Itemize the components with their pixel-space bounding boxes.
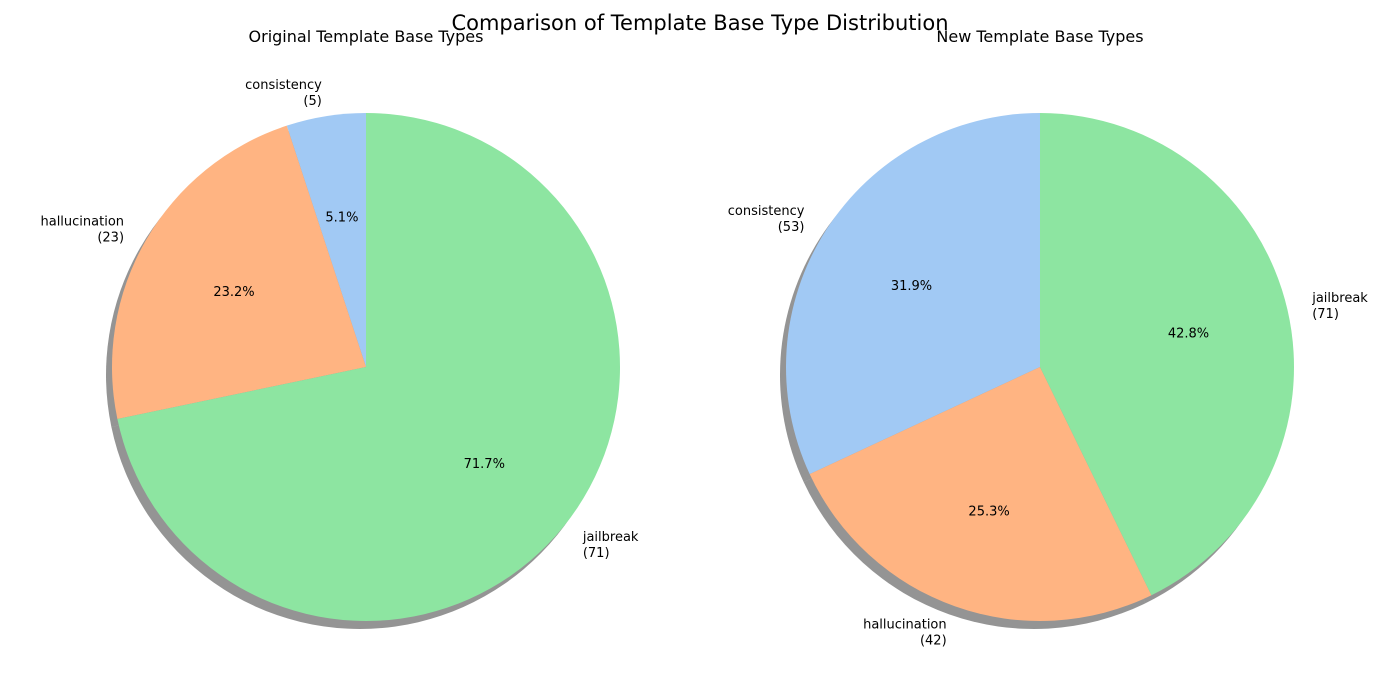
wedge-consistency[interactable]: [785, 113, 1040, 475]
slice-label-jailbreak: jailbreak: [1311, 291, 1368, 306]
slice-label-consistency: consistency: [245, 78, 322, 93]
pct-label-jailbreak: 42.8%: [1168, 327, 1209, 342]
pie-labels: 31.9% consistency(53) 25.3% hallucination(4…: [728, 204, 1369, 649]
pct-label-hallucination: 25.3%: [968, 505, 1009, 520]
slice-count-hallucination: (23): [97, 230, 124, 245]
pie-labels: 5.1% consistency(5) 23.2% hallucination(23)…: [40, 78, 638, 561]
figure-title: Comparison of Template Base Type Distrib…: [451, 11, 948, 35]
pct-label-consistency: 5.1%: [325, 211, 358, 226]
pie-title: New Template Base Types: [936, 27, 1143, 46]
pie-wedges: [785, 113, 1294, 621]
slice-count-consistency: (53): [778, 220, 805, 235]
slice-label-consistency: consistency: [728, 204, 805, 219]
wedge-hallucination[interactable]: [112, 125, 366, 420]
pct-label-hallucination: 23.2%: [213, 285, 254, 300]
pct-label-jailbreak: 71.7%: [464, 457, 505, 472]
slice-count-jailbreak: (71): [583, 546, 610, 561]
slice-label-jailbreak: jailbreak: [582, 530, 639, 545]
slice-count-hallucination: (42): [920, 633, 947, 648]
pie-title: Original Template Base Types: [249, 27, 484, 46]
pie-chart-original: Original Template Base Types 5.1% consiste…: [40, 27, 639, 629]
wedge-jailbreak[interactable]: [117, 113, 620, 621]
pie-chart-new: New Template Base Types31.9%consistency(…: [728, 27, 1369, 648]
wedge-consistency[interactable]: [286, 113, 366, 367]
wedge-jailbreak[interactable]: [1040, 113, 1294, 596]
wedge-hallucination[interactable]: [809, 367, 1152, 621]
pct-label-consistency: 31.9%: [891, 279, 932, 294]
slice-count-consistency: (5): [303, 94, 321, 109]
pie-wedges: [112, 113, 620, 621]
slice-label-hallucination: hallucination: [863, 617, 947, 632]
slice-count-jailbreak: (71): [1312, 307, 1339, 322]
slice-label-hallucination: hallucination: [40, 214, 124, 229]
